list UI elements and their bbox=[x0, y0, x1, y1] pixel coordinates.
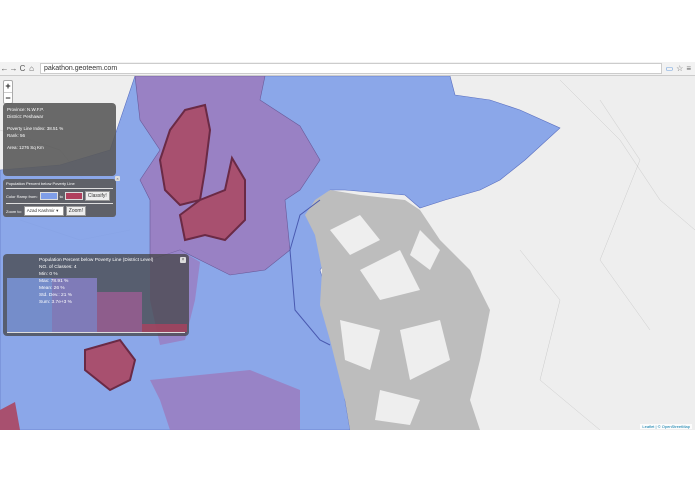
region-purple-south[interactable] bbox=[150, 370, 300, 430]
map[interactable]: + − Province: N.W.F.P. District: Peshawa… bbox=[0, 76, 695, 430]
panel-close-icon[interactable]: × bbox=[115, 176, 120, 181]
poverty-text: Poverty Line Index: 38.51 % bbox=[7, 126, 64, 131]
district-text: District: Peshawar bbox=[7, 113, 44, 119]
stats-title: Population Percent below Poverty Line (D… bbox=[39, 258, 154, 263]
rank-text: Rank: 56 bbox=[7, 132, 26, 138]
address-bar[interactable]: pakathon.geoteem.com bbox=[40, 63, 662, 74]
zoom-in-button[interactable]: + bbox=[5, 81, 11, 91]
histogram-bar bbox=[142, 324, 187, 332]
stats-sum: Sum: 3.7e+3 % bbox=[39, 300, 72, 305]
stats-mean: Mean: 26 % bbox=[39, 286, 65, 291]
stats-max: Max: 78.91 % bbox=[39, 279, 69, 284]
home-icon[interactable]: ⌂ bbox=[29, 64, 34, 73]
map-layers bbox=[0, 76, 695, 430]
reload-icon[interactable]: C bbox=[19, 64, 26, 73]
base-roads bbox=[0, 79, 695, 430]
ramp-from-swatch[interactable] bbox=[39, 192, 58, 200]
district-red-4[interactable] bbox=[0, 402, 20, 430]
url-text: pakathon.geoteem.com bbox=[44, 65, 118, 72]
stats-close-icon[interactable]: × bbox=[180, 257, 186, 263]
histogram-axis bbox=[7, 332, 185, 333]
district-peshawar[interactable] bbox=[158, 103, 212, 207]
stats-min: Min: 0 % bbox=[39, 272, 58, 277]
menu-icon[interactable]: ≡ bbox=[686, 64, 691, 73]
stats-std: Std. Dev.: 21 % bbox=[39, 293, 72, 298]
province-text: Province: N.W.F.P. bbox=[7, 107, 44, 112]
classify-button[interactable]: Classify! bbox=[84, 191, 110, 201]
stats-panel: Population Percent below Poverty Line (D… bbox=[3, 254, 189, 336]
zoom-out-button[interactable]: − bbox=[4, 92, 12, 103]
zoom-button[interactable]: Zoom! bbox=[65, 206, 86, 216]
to-label: to bbox=[59, 193, 63, 199]
star-icon[interactable]: ☆ bbox=[676, 64, 684, 73]
zoom-to-value: Azad Kashmir bbox=[26, 208, 55, 213]
histogram-bar bbox=[7, 277, 52, 332]
attribution: Leaflet | © OpenStreetMap bbox=[640, 424, 692, 429]
terrain-pattern bbox=[330, 215, 450, 425]
zoom-to-label: Zoom to: bbox=[6, 208, 22, 214]
classify-panel: Population Percent below Poverty Line Co… bbox=[3, 179, 116, 217]
browser-toolbar: ← → C ⌂ pakathon.geoteem.com ▭ ☆ ≡ bbox=[0, 62, 695, 76]
back-icon[interactable]: ← bbox=[0, 64, 9, 73]
osm-link[interactable]: | © OpenStreetMap bbox=[655, 424, 690, 429]
district-info-panel: Province: N.W.F.P. District: Peshawar Po… bbox=[3, 103, 116, 176]
classify-title: Population Percent below Poverty Line bbox=[6, 181, 75, 186]
ramp-to-swatch[interactable] bbox=[64, 192, 83, 200]
district-red-3[interactable] bbox=[84, 338, 137, 392]
ramp-label: Color Ramp from: bbox=[6, 193, 38, 199]
cast-icon[interactable]: ▭ bbox=[665, 64, 674, 73]
zoom-control: + − bbox=[3, 80, 13, 104]
histogram-bar bbox=[52, 277, 97, 332]
leaflet-link[interactable]: Leaflet bbox=[642, 424, 655, 429]
district-red-2[interactable] bbox=[178, 155, 246, 242]
stats-classes: NO. of Classes: 4 bbox=[39, 265, 77, 270]
boundary-line bbox=[289, 199, 331, 346]
forward-icon[interactable]: → bbox=[9, 64, 18, 73]
histogram-bar bbox=[97, 292, 142, 332]
area-text: Area: 1276 Sq Km bbox=[7, 145, 44, 150]
zoom-to-select[interactable]: Azad Kashmir ▾ bbox=[23, 206, 64, 216]
